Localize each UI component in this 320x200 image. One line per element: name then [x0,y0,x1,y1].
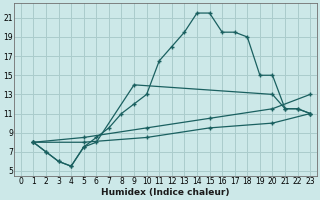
X-axis label: Humidex (Indice chaleur): Humidex (Indice chaleur) [101,188,230,197]
